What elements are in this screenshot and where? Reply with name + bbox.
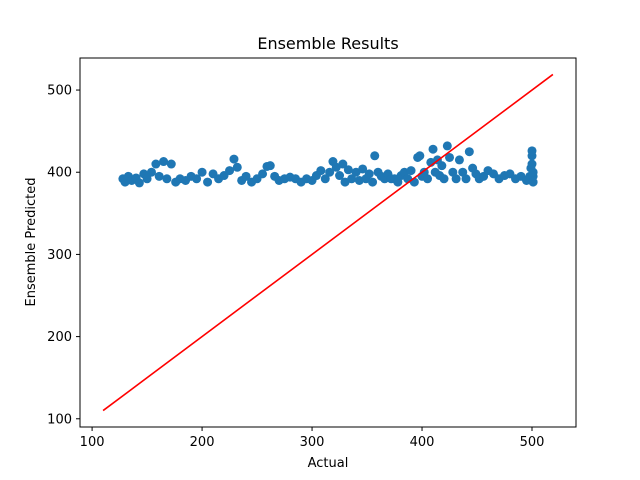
scatter-point [258, 169, 268, 179]
y-tick-label: 500 [47, 84, 72, 99]
scatter-point [439, 174, 449, 184]
scatter-point [343, 165, 353, 175]
scatter-point [154, 171, 164, 181]
scatter-point [151, 159, 161, 169]
scatter-point [162, 174, 172, 184]
scatter-point [364, 169, 374, 179]
x-tick-label: 500 [520, 435, 545, 450]
scatter-point [454, 155, 464, 165]
scatter-point [225, 166, 235, 176]
scatter-point [316, 166, 326, 176]
scatter-point [265, 161, 275, 171]
scatter-point [358, 164, 368, 174]
scatter-point [437, 161, 447, 171]
scatter-point [338, 159, 348, 169]
scatter-point [192, 174, 202, 184]
scatter-point [451, 174, 461, 184]
scatter-point [197, 167, 207, 177]
scatter-point [442, 141, 452, 151]
x-axis: 100 200 300 400 500 [80, 427, 545, 450]
scatter-point [159, 157, 169, 167]
x-axis-label: Actual [308, 456, 349, 471]
x-tick-label: 100 [80, 435, 105, 450]
y-axis-label: Ensemble Predicted [24, 178, 39, 307]
y-tick-label: 400 [47, 166, 72, 181]
scatter-point [335, 171, 345, 181]
scatter-point [325, 167, 335, 177]
scatter-point [320, 174, 330, 184]
scatter-point [428, 144, 438, 154]
y-tick-label: 300 [47, 248, 72, 263]
scatter-point [203, 177, 213, 187]
y-axis: 100 200 300 400 500 [47, 84, 80, 427]
plot-area [102, 73, 554, 412]
scatter-point [527, 159, 537, 169]
scatter-point [146, 167, 156, 177]
scatter-point [134, 178, 144, 188]
scatter-point [406, 166, 416, 176]
x-tick-label: 300 [300, 435, 325, 450]
x-tick-label: 400 [410, 435, 435, 450]
scatter-point [423, 174, 433, 184]
scatter-point [229, 154, 239, 164]
scatter-point [528, 167, 538, 177]
y-tick-label: 200 [47, 330, 72, 345]
scatter-point [370, 151, 380, 161]
scatter-point [464, 147, 474, 157]
scatter-point [232, 162, 242, 172]
chart-title: Ensemble Results [257, 34, 398, 53]
scatter-point [241, 171, 251, 181]
reference-line [102, 73, 554, 412]
scatter-point [527, 146, 537, 156]
scatter-point [142, 174, 152, 184]
scatter-point [461, 174, 471, 184]
scatter-point [166, 159, 176, 169]
y-tick-label: 100 [47, 412, 72, 427]
x-tick-label: 200 [190, 435, 215, 450]
scatter-point [445, 152, 455, 162]
scatter-point [368, 177, 378, 187]
scatter-point [347, 174, 357, 184]
plot-frame [79, 57, 577, 428]
scatter-point [415, 151, 425, 161]
